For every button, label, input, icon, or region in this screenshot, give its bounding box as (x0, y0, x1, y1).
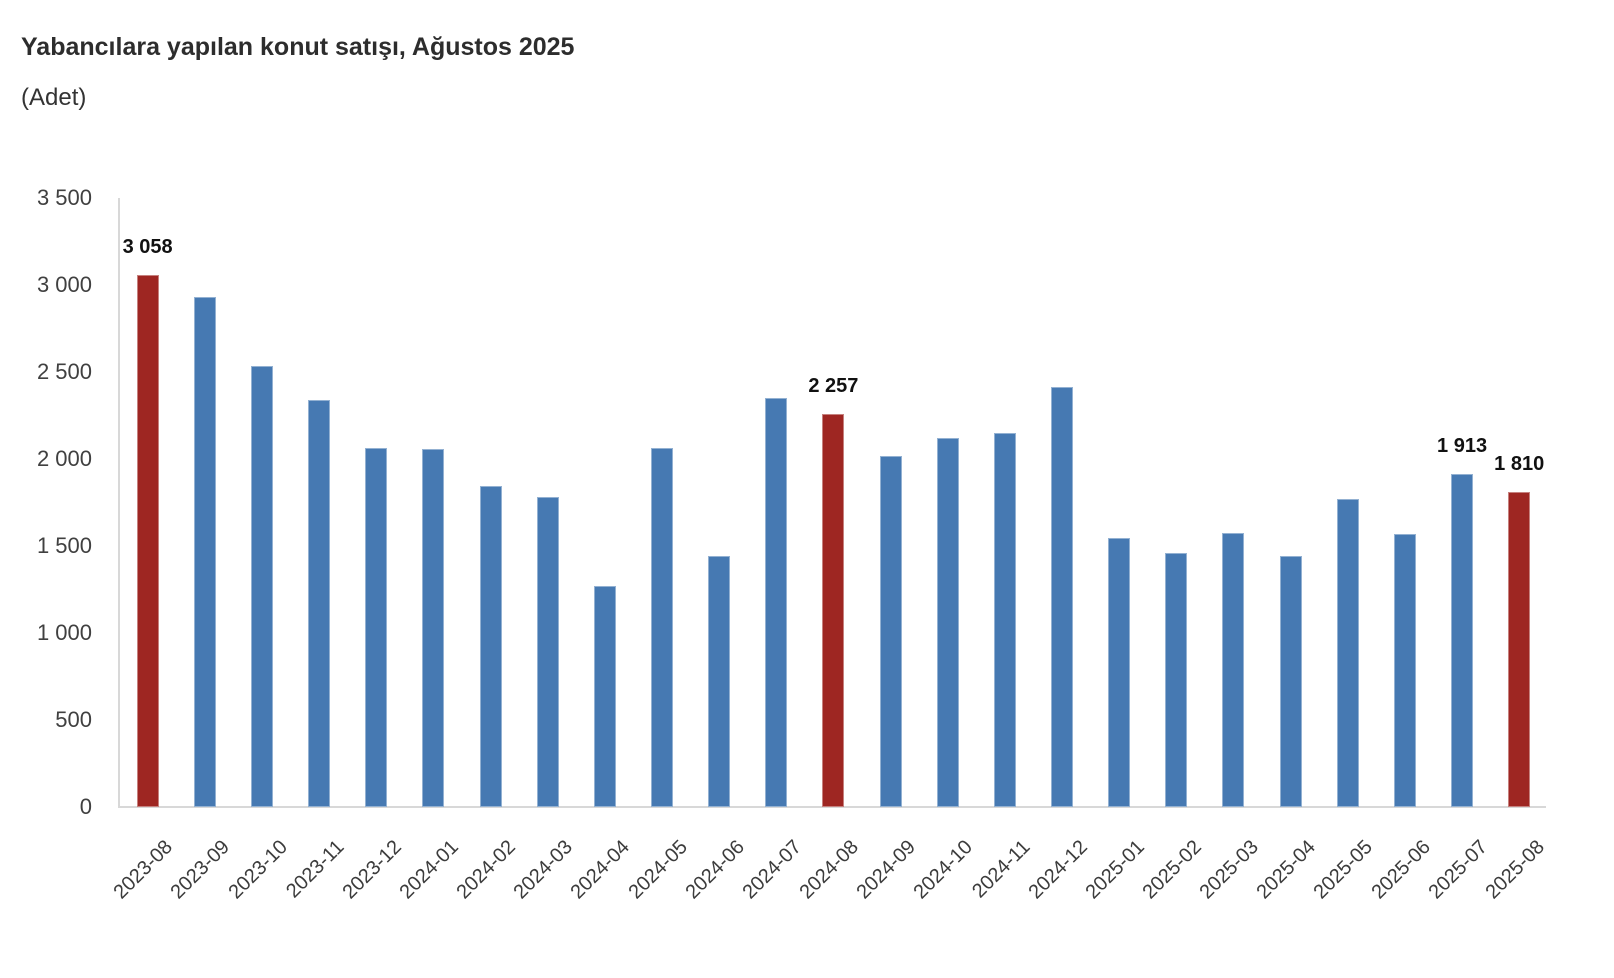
x-axis-tick-label-2024-10: 2024-10 (909, 836, 978, 904)
chart-unit-label: (Adet) (21, 84, 87, 111)
bar-2024-12 (1051, 387, 1073, 807)
bar-2024-03 (536, 497, 559, 807)
x-axis-tick-label-2025-08: 2025-08 (1481, 836, 1549, 904)
bar-2025-03 (1222, 533, 1245, 807)
x-axis-tick-label-2024-09: 2024-09 (852, 836, 921, 904)
bar-2023-08 (136, 275, 159, 807)
x-axis-tick-label-2024-06: 2024-06 (681, 836, 749, 904)
y-axis-tick-label-0: 0 (79, 794, 92, 819)
bar-2024-08 (822, 414, 845, 807)
x-axis-tick-label-2024-07: 2024-07 (738, 836, 806, 904)
x-axis-tick-label-2024-03: 2024-03 (509, 836, 578, 904)
bar-2024-10 (936, 438, 959, 807)
bar-2023-12 (365, 448, 388, 807)
bar-2024-11 (993, 433, 1016, 807)
value-label-2025-08: 1 810 (1494, 453, 1545, 475)
x-axis-tick-label-2025-01: 2025-01 (1081, 836, 1149, 904)
y-axis-line (118, 198, 120, 807)
value-label-2024-08: 2 257 (808, 375, 859, 397)
x-axis-tick-label-2023-12: 2023-12 (338, 836, 406, 904)
bar-2024-07 (765, 398, 788, 807)
x-axis-tick-label-2025-04: 2025-04 (1252, 836, 1321, 904)
bar-2025-04 (1279, 556, 1302, 807)
y-axis-tick-label-2500: 2 500 (36, 359, 92, 384)
x-axis-tick-label-2024-12: 2024-12 (1024, 836, 1092, 904)
bar-2024-01 (422, 449, 445, 807)
y-axis-tick-label-1500: 1 500 (36, 533, 92, 558)
x-axis-tick-label-2024-05: 2024-05 (624, 836, 692, 904)
bar-2025-01 (1108, 538, 1131, 807)
bar-2024-02 (479, 486, 502, 807)
y-axis-tick-label-3500: 3 500 (36, 185, 92, 210)
bar-2024-09 (879, 456, 902, 807)
bar-2025-05 (1336, 499, 1359, 807)
x-axis-tick-label-2025-05: 2025-05 (1309, 836, 1378, 904)
y-axis-tick-label-1000: 1 000 (36, 620, 92, 645)
x-axis-tick-label-2025-06: 2025-06 (1367, 836, 1435, 904)
x-axis-baseline (118, 806, 1546, 808)
chart-title: Yabancılara yapılan konut satışı, Ağusto… (21, 33, 575, 61)
bar-2024-06 (708, 556, 731, 807)
x-axis-tick-label-2024-02: 2024-02 (452, 836, 521, 904)
bar-2024-04 (593, 586, 616, 807)
value-label-2023-08: 3 058 (122, 236, 173, 258)
x-axis-tick-label-2025-03: 2025-03 (1195, 836, 1264, 904)
x-axis-tick-label-2024-11: 2024-11 (968, 836, 1035, 903)
x-axis-tick-label-2023-10: 2023-10 (224, 836, 292, 904)
x-axis-tick-label-2025-07: 2025-07 (1424, 836, 1492, 904)
bar-2025-07 (1451, 474, 1474, 807)
x-axis-tick-label-2024-08: 2024-08 (795, 836, 863, 904)
x-axis-tick-label-2023-08: 2023-08 (109, 836, 178, 904)
bar-2025-02 (1165, 553, 1188, 807)
x-axis-tick-label-2023-11: 2023-11 (282, 836, 349, 903)
y-axis-tick-label-3000: 3 000 (36, 272, 92, 297)
y-axis-tick-label-500: 500 (55, 707, 92, 732)
bar-2023-11 (308, 400, 331, 807)
x-axis-tick-label-2023-09: 2023-09 (166, 836, 235, 904)
bar-2025-06 (1393, 534, 1416, 807)
bar-2023-09 (193, 297, 216, 807)
value-label-2025-07: 1 913 (1437, 435, 1488, 457)
bar-2025-08 (1508, 492, 1531, 807)
bar-2023-10 (250, 366, 273, 807)
bar-2024-05 (650, 448, 673, 807)
y-axis-tick-label-2000: 2 000 (36, 446, 92, 471)
x-axis-tick-label-2024-04: 2024-04 (566, 836, 635, 904)
x-axis-tick-label-2025-02: 2025-02 (1138, 836, 1206, 904)
x-axis-tick-label-2024-01: 2024-01 (395, 836, 463, 904)
